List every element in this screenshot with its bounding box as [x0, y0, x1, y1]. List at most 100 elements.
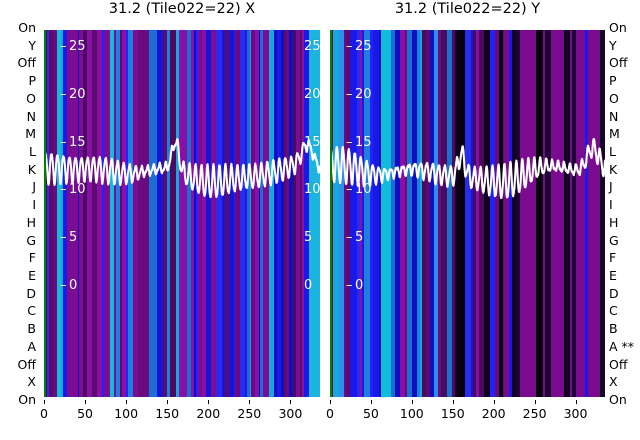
left-category-label: Off: [17, 356, 36, 372]
left-category-label: F: [28, 250, 36, 266]
right-category-label: P: [609, 73, 617, 89]
panel-left-spine-x: [44, 30, 46, 397]
inner-ytick-label-right: 20: [304, 86, 320, 102]
heatmap-column: [499, 30, 504, 397]
left-category-label: O: [26, 90, 36, 106]
heatmap-column: [281, 30, 286, 397]
heatmap-column: [128, 30, 134, 397]
x-tick-label: 300: [563, 406, 588, 421]
heatmap-column: [441, 30, 448, 397]
heatmap-columns-y: [330, 30, 605, 397]
x-tick-label: 150: [440, 406, 465, 421]
heatmap-column: [83, 30, 88, 397]
heatmap-column: [587, 30, 592, 397]
heatmap-column: [296, 30, 301, 397]
heatmap-column: [103, 30, 111, 397]
x-tick-mark: [290, 400, 292, 404]
heatmap-column: [489, 30, 496, 397]
right-category-label: M: [609, 126, 620, 142]
heatmap-column: [293, 30, 297, 397]
right-category-label: E: [609, 268, 617, 283]
inner-ytick-label-right: 10: [304, 182, 320, 198]
inner-ytick-label-right: 5: [304, 230, 313, 246]
heatmap-column: [595, 30, 601, 397]
left-category-label: C: [27, 303, 36, 319]
x-tick-mark: [167, 400, 169, 404]
inner-ytick-label: –10: [346, 182, 372, 198]
x-tick-mark: [44, 400, 45, 404]
heatmap-column: [571, 30, 577, 397]
heatmap-column: [62, 30, 68, 397]
heatmap-column: [91, 30, 98, 397]
heatmap-column: [260, 30, 264, 397]
heatmap-column: [240, 30, 246, 397]
heatmap-column: [96, 30, 103, 397]
x-tick-label: 100: [114, 406, 139, 421]
inner-ytick-label: –15: [346, 134, 372, 150]
x-tick-label: 250: [237, 406, 262, 421]
heatmap-column: [494, 30, 500, 397]
heatmap-column: [580, 30, 586, 397]
right-category-label: G: [609, 232, 619, 248]
inner-ytick-label: –0: [346, 278, 364, 293]
heatmap-column: [163, 30, 168, 397]
left-category-label: Y: [28, 37, 36, 53]
heatmap-column: [157, 30, 164, 397]
x-tick-mark: [85, 400, 87, 404]
heatmap-column: [373, 30, 380, 397]
heatmap-column: [304, 30, 309, 397]
heatmap-column: [343, 30, 348, 397]
heatmap-column: [369, 30, 374, 397]
x-tick-label: 50: [362, 406, 379, 421]
heatmap-column: [360, 30, 363, 397]
heatmap-column: [86, 30, 93, 397]
waveform-trace-y: [330, 138, 605, 200]
heatmap-column: [386, 30, 392, 397]
heatmap-column: [46, 30, 50, 397]
heatmap-column: [520, 30, 527, 397]
heatmap-column: [225, 30, 231, 397]
heatmap-column: [585, 30, 589, 397]
heatmap-column: [262, 30, 268, 397]
heatmap-column: [569, 30, 573, 397]
right-category-label: Off: [609, 356, 628, 372]
plot-panel-y[interactable]: –0 –5 –10 –15 –20 –25: [330, 30, 605, 397]
heatmap-column: [193, 30, 197, 397]
left-category-label: L: [29, 144, 36, 159]
left-category-label: H: [26, 214, 36, 230]
heatmap-column: [452, 30, 456, 397]
heatmap-column: [179, 30, 186, 397]
heatmap-column: [525, 30, 532, 397]
heatmap-column: [255, 30, 260, 397]
inner-ytick-label: –20: [60, 86, 86, 102]
heatmap-column: [170, 30, 177, 397]
heatmap-column: [125, 30, 129, 397]
inner-ytick-label: –5: [60, 230, 78, 246]
heatmap-column: [378, 30, 383, 397]
heatmap-column: [109, 30, 115, 397]
heatmap-column: [514, 30, 521, 397]
heatmap-column: [599, 30, 603, 397]
plot-panel-x[interactable]: –0 –5 –10 –15 –20 –25 0 5 10 15 20 25: [44, 30, 320, 397]
x-tick-label: 200: [481, 406, 506, 421]
heatmap-column: [530, 30, 537, 397]
heatmap-column: [197, 30, 203, 397]
heatmap-column: [362, 30, 365, 397]
heatmap-column: [433, 30, 439, 397]
heatmap-column: [347, 30, 351, 397]
heatmap-column: [149, 30, 153, 397]
heatmap-column: [429, 30, 435, 397]
heatmap-column: [196, 30, 199, 397]
heatmap-column: [559, 30, 565, 397]
heatmap-column: [244, 30, 248, 397]
heatmap-column: [77, 30, 81, 397]
heatmap-column: [470, 30, 474, 397]
heatmap-column: [455, 30, 460, 397]
heatmap-column: [251, 30, 256, 397]
right-category-label: X: [609, 374, 618, 390]
x-tick-mark: [330, 400, 331, 404]
x-axis-x: 0 50 100 150 200 250 300: [40, 400, 320, 440]
right-category-label: On: [609, 392, 627, 407]
heatmap-column: [234, 30, 241, 397]
inner-ytick-label: –25: [60, 39, 86, 54]
